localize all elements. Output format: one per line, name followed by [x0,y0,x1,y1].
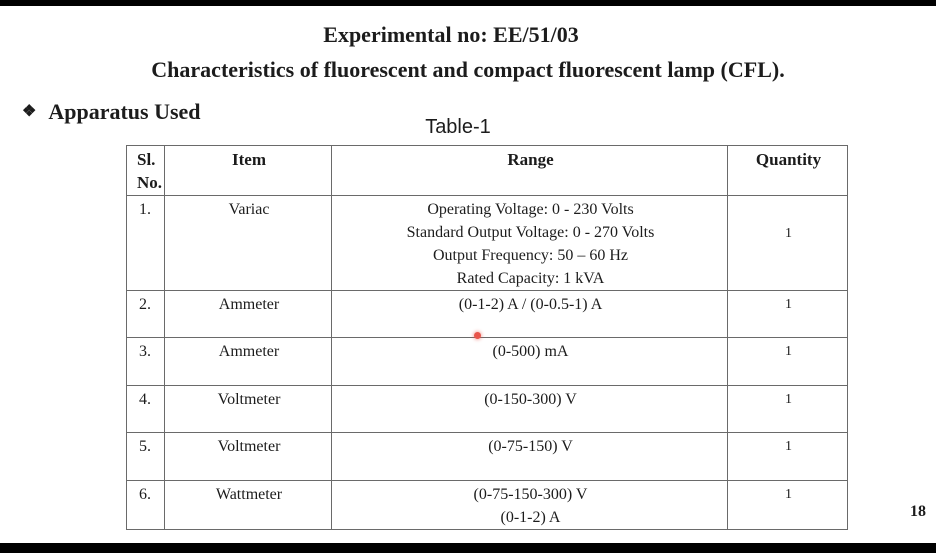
row-range: (0-1-2) A / (0-0.5-1) A [331,290,728,338]
section-heading-label: Apparatus Used [48,99,201,124]
row-range: Operating Voltage: 0 - 230 Volts Standar… [331,195,728,291]
table-caption: Table-1 [425,116,491,138]
range-line: (0-1-2) A [500,509,561,526]
row-quantity: 1 [727,480,848,530]
row-quantity: 1 [727,337,848,386]
range-line: Rated Capacity: 1 kVA [456,270,605,287]
row-item: Ammeter [164,337,332,386]
table-row: 6. Wattmeter (0-75-150-300) V (0-1-2) A … [126,480,848,530]
red-dot-marker [474,332,481,339]
row-range: (0-75-150) V [331,432,728,481]
diamond-bullet-icon: ❖ [22,103,37,120]
row-range: (0-150-300) V [331,385,728,433]
header-sl-line: No. [137,173,163,192]
header-range: Range [331,145,728,196]
row-item: Variac [164,195,332,291]
range-line: Output Frequency: 50 – 60 Hz [432,247,629,264]
table-row: 1. Variac Operating Voltage: 0 - 230 Vol… [126,195,848,291]
table-row: 4. Voltmeter (0-150-300) V 1 [126,385,848,433]
row-sl: 2. [126,290,165,338]
table-header-row: Sl. No. Item Range Quantity [126,145,848,196]
row-range: (0-75-150-300) V (0-1-2) A [331,480,728,530]
page-number: 18 [910,503,926,520]
header-sl-line: Sl. [137,150,156,169]
header-quantity: Quantity [727,145,848,196]
range-line: Operating Voltage: 0 - 230 Volts [427,201,634,218]
row-item: Wattmeter [164,480,332,530]
row-sl: 6. [126,480,165,530]
experiment-title: Characteristics of fluorescent and compa… [151,57,785,82]
row-quantity: 1 [727,290,848,338]
row-item: Voltmeter [164,432,332,481]
quantity-value: 1 [785,226,792,241]
row-quantity: 1 [727,195,848,291]
table-row: 3. Ammeter (0-500) mA 1 [126,337,848,386]
row-quantity: 1 [727,432,848,481]
header-sl-no: Sl. No. [126,145,165,196]
top-border-bar [0,0,936,6]
row-sl: 5. [126,432,165,481]
row-sl: 4. [126,385,165,433]
row-sl: 3. [126,337,165,386]
row-item: Ammeter [164,290,332,338]
row-quantity: 1 [727,385,848,433]
table-row: 2. Ammeter (0-1-2) A / (0-0.5-1) A 1 [126,290,848,338]
section-heading: ❖ Apparatus Used [22,99,201,125]
row-sl: 1. [126,195,165,291]
header-item: Item [164,145,332,196]
range-line: (0-75-150-300) V [473,486,588,503]
experiment-number: Experimental no: EE/51/03 [323,22,579,47]
apparatus-table: Sl. No. Item Range Quantity 1. Variac Op… [126,145,848,530]
table-row: 5. Voltmeter (0-75-150) V 1 [126,432,848,481]
row-range: (0-500) mA [331,337,728,386]
range-line: Standard Output Voltage: 0 - 270 Volts [406,224,655,241]
row-item: Voltmeter [164,385,332,433]
bottom-border-bar [0,543,936,553]
